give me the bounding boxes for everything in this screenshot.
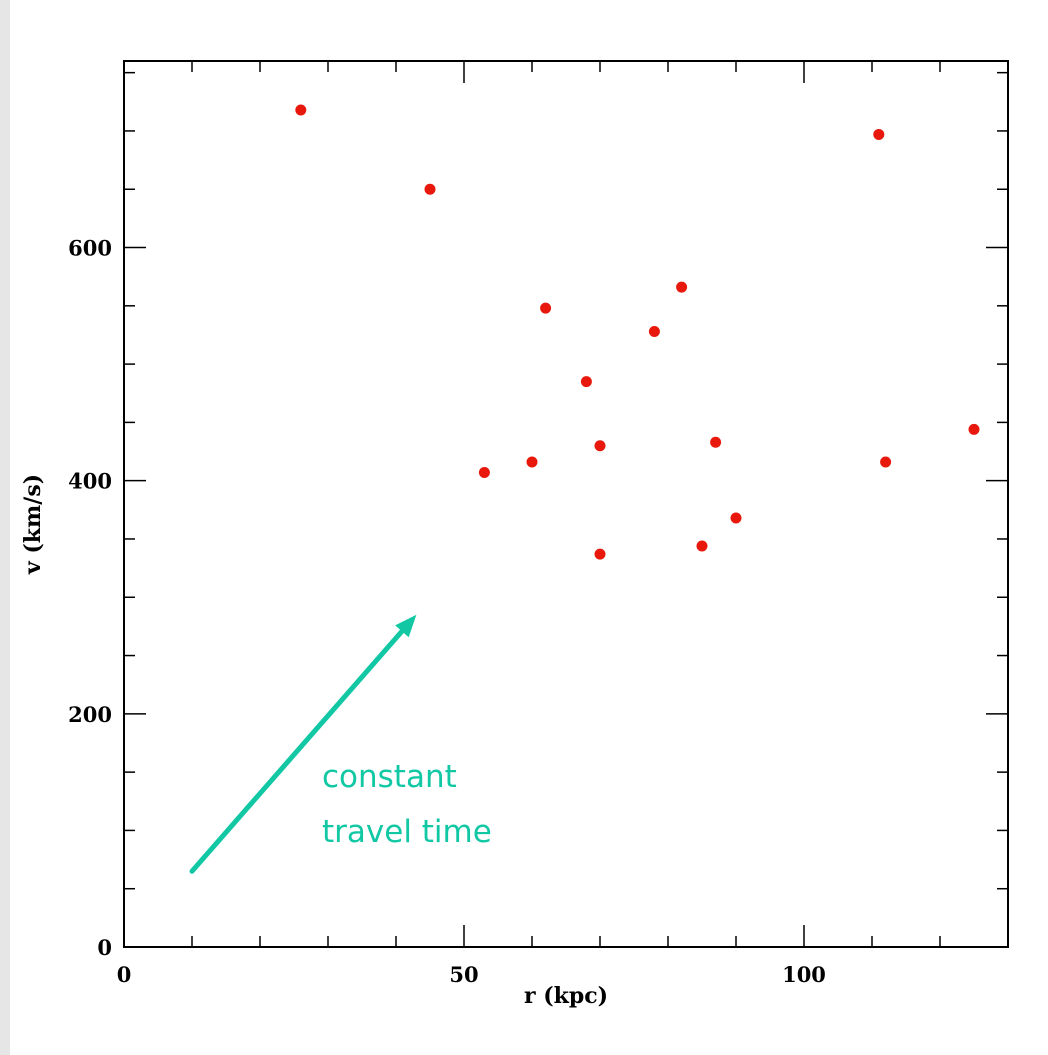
y-tick-label: 0 (97, 935, 112, 960)
data-point (478, 467, 490, 479)
x-axis-label: r (kpc) (524, 983, 608, 1009)
data-point (594, 440, 606, 452)
x-tick-label: 0 (117, 962, 132, 987)
data-point (880, 456, 892, 468)
data-point (730, 512, 742, 524)
tick-labels: 0 50 100 0 200 400 600 (68, 236, 826, 987)
x-tick-label: 100 (782, 962, 826, 987)
annotation-text: constant (322, 759, 457, 795)
data-point (526, 456, 538, 468)
data-point (648, 325, 660, 337)
data-point (540, 302, 552, 314)
y-tick-label: 400 (68, 469, 112, 494)
y-tick-label: 600 (68, 236, 112, 261)
data-point (676, 281, 688, 293)
data-point (594, 548, 606, 560)
data-point (424, 183, 436, 195)
arrow-shaft (189, 628, 405, 874)
data-point (710, 436, 722, 448)
plot-area-frame (123, 60, 1009, 948)
axis-ticks (123, 61, 1009, 948)
data-point (696, 540, 708, 552)
figure-frame: 0 50 100 0 200 400 600 constant travel time r (… (10, 0, 1048, 1055)
data-point (580, 376, 592, 388)
data-points (295, 104, 980, 560)
scatter-plot: 0 50 100 0 200 400 600 constant travel time r (… (20, 60, 1009, 1009)
annotation-text: travel time (322, 814, 492, 850)
y-tick-label: 200 (68, 702, 112, 727)
data-point (873, 128, 885, 140)
data-point (968, 423, 980, 435)
data-point (295, 104, 307, 116)
y-axis-label: v (km/s) (20, 474, 46, 575)
x-tick-label: 50 (449, 962, 478, 987)
annotations: constant travel time (189, 614, 492, 874)
arrow-head (395, 614, 417, 638)
